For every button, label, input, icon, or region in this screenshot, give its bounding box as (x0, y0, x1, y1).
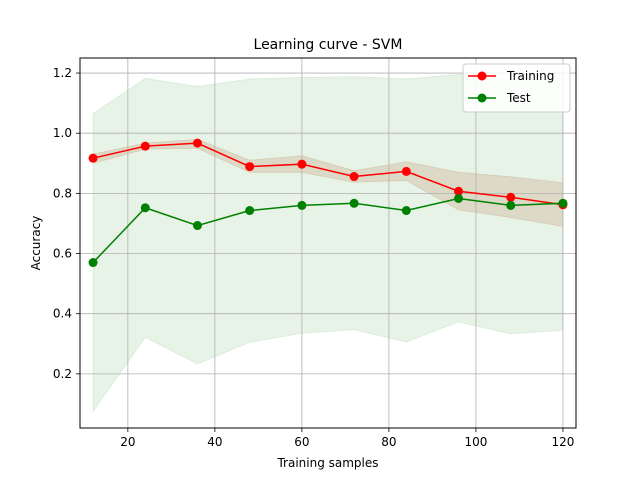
y-axis-ticks: 0.2 0.4 0.6 0.8 1.0 1.2 (53, 66, 80, 381)
point-training (349, 172, 359, 182)
grid-lines (80, 58, 576, 428)
point-test (349, 198, 359, 208)
x-tick-label: 40 (207, 435, 222, 449)
plot-frame (79, 57, 577, 429)
point-training (506, 192, 516, 202)
point-training (401, 166, 411, 176)
series-line-training (92, 142, 564, 206)
point-training (140, 141, 150, 151)
legend-label-training: Training (506, 69, 554, 83)
point-training (88, 153, 98, 163)
legend-label-test: Test (506, 91, 531, 105)
point-training (192, 138, 202, 148)
point-test (245, 206, 255, 216)
y-axis-title: Accuracy (29, 216, 43, 271)
y-tick-label: 1.2 (53, 66, 72, 80)
point-test (88, 258, 98, 268)
y-tick-label: 0.6 (53, 247, 72, 261)
y-tick-label: 1.0 (53, 126, 72, 140)
x-tick-label: 80 (381, 435, 396, 449)
y-tick-label: 0.4 (53, 307, 72, 321)
legend: Training Test (462, 63, 571, 113)
x-axis-title: Training samples (276, 456, 378, 470)
x-tick-label: 120 (551, 435, 574, 449)
point-test (506, 200, 516, 210)
point-test (401, 206, 411, 216)
point-test (558, 198, 568, 208)
legend-marker-training (477, 71, 487, 81)
series-line-test (92, 197, 563, 264)
point-test (140, 203, 150, 213)
series-points (88, 138, 568, 268)
point-training (454, 186, 464, 196)
point-training (245, 162, 255, 172)
point-test (297, 200, 307, 210)
x-tick-label: 20 (120, 435, 135, 449)
y-tick-label: 0.8 (53, 186, 72, 200)
y-tick-label: 0.2 (53, 367, 72, 381)
point-test (454, 193, 464, 203)
legend-marker-test (477, 93, 487, 103)
point-test (192, 221, 202, 231)
x-tick-label: 100 (464, 435, 487, 449)
point-training (297, 159, 307, 169)
x-tick-label: 60 (294, 435, 309, 449)
series-lines (92, 142, 564, 264)
x-axis-ticks: 20 40 60 80 100 120 (120, 428, 574, 449)
chart-title: Learning curve - SVM (254, 37, 403, 53)
